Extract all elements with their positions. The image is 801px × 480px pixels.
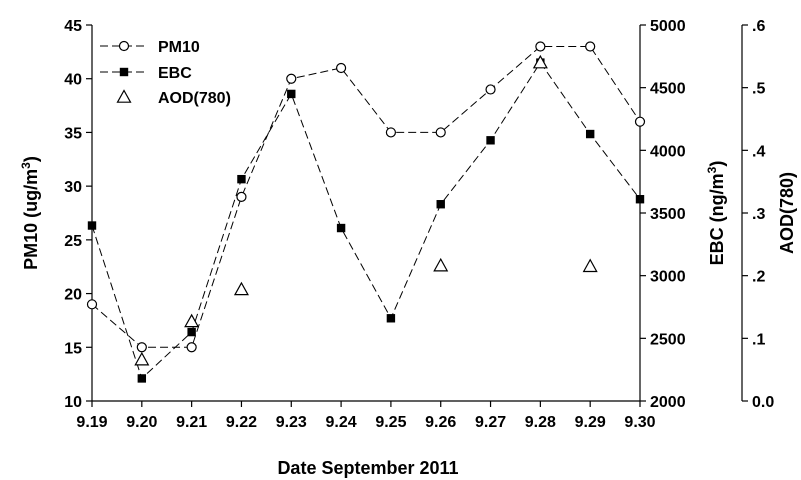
data-point-ebc xyxy=(287,89,296,99)
ebc-y-tick-label: 4000 xyxy=(650,143,686,160)
ebc-y-tick-label: 2000 xyxy=(650,394,686,411)
legend-entry-aod-780: AOD(780) xyxy=(116,89,231,107)
series-ebc xyxy=(87,58,645,383)
legend-marker-pm10 xyxy=(118,40,130,52)
data-point-pm10 xyxy=(186,342,197,353)
data-point-aod-780 xyxy=(184,313,200,328)
left-y-tick-label: 45 xyxy=(64,18,82,35)
data-point-pm10 xyxy=(236,191,247,202)
data-point-pm10 xyxy=(286,73,297,84)
data-point-pm10 xyxy=(485,84,496,95)
left-y-tick-label: 20 xyxy=(64,287,82,304)
data-point-ebc xyxy=(585,129,595,139)
x-tick-label: 9.20 xyxy=(126,414,157,431)
legend-marker-aod-780 xyxy=(116,89,132,103)
x-tick-label: 9.29 xyxy=(575,414,606,431)
data-point-aod-780 xyxy=(532,54,548,69)
series-pm10 xyxy=(86,41,646,353)
data-point-pm10 xyxy=(136,342,147,353)
ebc-y-tick-label: 3000 xyxy=(650,269,686,286)
data-point-pm10 xyxy=(634,116,646,127)
ebc-axis-title: EBC (ng/m3) xyxy=(705,161,727,266)
data-point-pm10 xyxy=(385,127,397,138)
x-axis-title: Date September 2011 xyxy=(277,458,458,478)
series-group xyxy=(86,41,646,383)
aod-y-tick-label: .1 xyxy=(752,331,765,348)
ebc-y-tick-label: 2500 xyxy=(650,331,686,348)
left-y-tick-label: 35 xyxy=(64,125,82,142)
x-tick-label: 9.26 xyxy=(425,414,456,431)
aod-y-tick-label: .2 xyxy=(752,269,765,286)
x-tick-label: 9.22 xyxy=(226,414,257,431)
data-point-pm10 xyxy=(535,41,546,52)
axes-group: 9.19 9.20 9.21 9.22 9.23 9.24 9.25 9.26 9.27 9.28… xyxy=(19,18,797,431)
ebc-y-tick-label: 4500 xyxy=(650,81,686,98)
data-point-pm10 xyxy=(585,41,596,52)
x-tick-label: 9.21 xyxy=(176,414,207,431)
x-tick-label: 9.27 xyxy=(475,414,506,431)
left-y-tick-label: 15 xyxy=(64,340,82,357)
x-tick-label: 9.19 xyxy=(76,414,107,431)
left-y-tick-label: 40 xyxy=(64,72,82,89)
ebc-y-tick-label: 5000 xyxy=(650,18,686,35)
legend-label-aod-780: AOD(780) xyxy=(158,90,231,107)
legend-entry-ebc: EBC xyxy=(100,65,192,82)
left-y-tick-label: 30 xyxy=(64,179,82,196)
data-point-aod-780 xyxy=(433,257,449,272)
data-point-ebc xyxy=(336,223,346,233)
legend-label-pm10: PM10 xyxy=(158,39,200,56)
data-point-ebc xyxy=(386,314,396,323)
series-aod-780 xyxy=(134,54,598,366)
legend-marker-ebc xyxy=(119,67,129,77)
series-line-pm10 xyxy=(91,45,641,348)
data-point-aod-780 xyxy=(134,351,150,366)
legend-label-ebc: EBC xyxy=(158,65,192,82)
aod-axis-title: AOD(780) xyxy=(777,172,797,254)
data-point-pm10 xyxy=(335,62,347,74)
data-point-aod-780 xyxy=(582,258,598,273)
data-point-ebc xyxy=(137,374,147,383)
data-point-pm10 xyxy=(435,127,446,138)
data-point-pm10 xyxy=(86,299,98,310)
aod-y-tick-label: .4 xyxy=(752,143,765,160)
data-point-ebc xyxy=(87,221,97,230)
legend-entry-pm10: PM10 xyxy=(100,39,200,56)
x-tick-label: 9.24 xyxy=(326,414,357,431)
left-axis-title: PM10 (ug/m3) xyxy=(19,156,41,270)
legend: PM10 EBC AOD(780) xyxy=(100,39,231,107)
aod-y-tick-label: .6 xyxy=(752,18,765,35)
aod-y-tick-label: .5 xyxy=(752,81,765,98)
series-line-ebc xyxy=(91,61,641,380)
aod-y-tick-label: 0.0 xyxy=(752,394,774,411)
x-tick-label: 9.23 xyxy=(276,414,307,431)
data-point-ebc xyxy=(187,327,196,337)
left-y-tick-label: 10 xyxy=(64,394,82,411)
aod-y-tick-label: .3 xyxy=(752,206,765,223)
x-tick-label: 9.30 xyxy=(624,414,655,431)
data-point-ebc xyxy=(237,174,246,184)
left-y-tick-label: 25 xyxy=(64,233,82,250)
data-point-ebc xyxy=(436,200,445,209)
data-point-ebc xyxy=(635,195,645,204)
x-tick-label: 9.28 xyxy=(525,414,556,431)
x-tick-label: 9.25 xyxy=(375,414,406,431)
data-point-aod-780 xyxy=(233,281,249,296)
ebc-y-tick-label: 3500 xyxy=(650,206,686,223)
data-point-ebc xyxy=(486,136,495,145)
